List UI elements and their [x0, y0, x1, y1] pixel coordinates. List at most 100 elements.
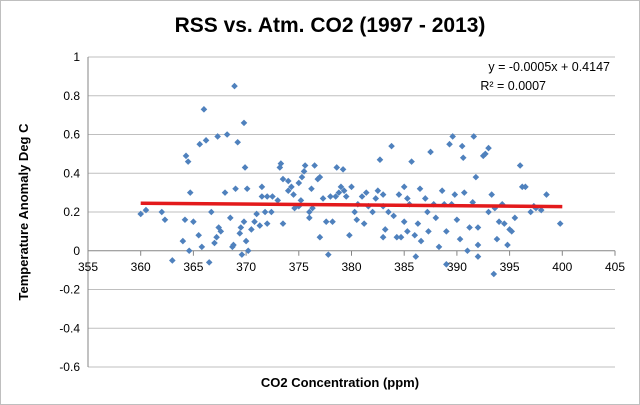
data-point — [290, 191, 297, 198]
data-point — [501, 220, 508, 227]
data-point — [395, 191, 403, 198]
data-point — [161, 216, 169, 224]
x-tick-label: 375 — [289, 260, 309, 274]
data-point — [208, 208, 215, 216]
x-tick-label: 405 — [605, 260, 625, 274]
data-point — [309, 204, 316, 212]
data-point — [464, 247, 471, 255]
data-point — [412, 253, 420, 260]
y-tick-label: 0.4 — [63, 166, 80, 180]
data-point — [339, 166, 347, 173]
data-point — [316, 173, 324, 181]
data-point — [400, 218, 408, 225]
data-point — [308, 185, 315, 193]
data-point — [231, 82, 238, 90]
data-point — [358, 193, 366, 200]
data-point — [453, 216, 461, 224]
data-point — [543, 191, 550, 198]
data-point — [556, 220, 564, 227]
data-point — [202, 137, 210, 144]
x-tick-label: 400 — [552, 260, 572, 274]
x-tick-label: 395 — [500, 260, 520, 274]
data-point — [417, 237, 425, 245]
data-point — [456, 235, 464, 243]
data-point — [256, 222, 264, 229]
data-point — [340, 187, 348, 194]
x-axis-label: CO2 Concentration (ppm) — [261, 375, 419, 390]
data-point — [195, 231, 202, 239]
data-point — [238, 251, 246, 258]
data-point — [319, 195, 327, 202]
data-point — [351, 208, 358, 216]
data-point — [427, 148, 434, 156]
data-point — [223, 131, 231, 138]
data-point — [288, 183, 295, 191]
trendline — [140, 201, 563, 209]
data-point — [435, 243, 443, 251]
data-point — [446, 140, 453, 148]
chart-title: RSS vs. Atm. CO2 (1997 - 2013) — [175, 14, 486, 37]
data-point — [458, 142, 466, 150]
data-point — [236, 230, 244, 237]
data-point — [488, 191, 495, 198]
y-tick-label: 0.6 — [63, 128, 80, 142]
x-tick-label: 355 — [78, 260, 98, 274]
data-point — [342, 193, 350, 200]
data-point — [301, 162, 309, 169]
data-point — [360, 220, 368, 227]
data-point — [485, 208, 492, 216]
data-point — [217, 228, 225, 235]
data-point — [379, 191, 387, 198]
data-point — [226, 214, 234, 222]
data-point — [425, 228, 432, 235]
data-point — [274, 197, 282, 204]
data-point — [348, 183, 355, 191]
data-point — [295, 179, 303, 187]
data-point — [459, 154, 467, 162]
data-point — [376, 156, 384, 163]
data-point — [169, 257, 176, 264]
trendline-equation: y = -0.0005x + 0.4147 — [488, 60, 610, 74]
y-tick-label: 0.2 — [63, 205, 80, 219]
data-point — [493, 235, 501, 243]
data-point — [329, 218, 336, 225]
data-point — [306, 214, 313, 222]
data-point — [424, 208, 431, 216]
data-point — [279, 220, 287, 227]
data-point — [263, 220, 271, 227]
data-point — [297, 197, 305, 204]
data-point — [537, 206, 545, 214]
data-point — [322, 218, 330, 225]
data-point — [200, 106, 208, 113]
data-point — [316, 233, 324, 241]
data-point — [495, 218, 503, 225]
data-point — [390, 212, 397, 220]
data-point — [369, 208, 376, 216]
data-point — [251, 218, 258, 225]
data-point — [335, 189, 343, 196]
data-point — [279, 175, 287, 183]
data-point — [258, 183, 266, 191]
data-point — [263, 193, 271, 200]
data-point — [449, 133, 456, 140]
data-point — [198, 243, 206, 251]
data-point — [332, 193, 339, 200]
data-point — [248, 226, 255, 233]
data-point — [379, 233, 387, 241]
data-point — [474, 241, 482, 249]
data-point — [411, 231, 419, 239]
data-point — [241, 164, 249, 171]
data-point — [186, 189, 194, 196]
data-point — [527, 208, 534, 216]
data-point — [472, 173, 480, 181]
data-point — [284, 187, 292, 194]
data-point — [397, 233, 405, 241]
data-point — [337, 183, 345, 191]
data-point — [460, 189, 468, 196]
data-point — [181, 216, 189, 224]
x-tick-label: 365 — [183, 260, 203, 274]
y-tick-label: -0.2 — [59, 283, 80, 297]
trendline-r-squared: R² = 0.0007 — [480, 79, 546, 93]
data-point — [261, 208, 269, 216]
